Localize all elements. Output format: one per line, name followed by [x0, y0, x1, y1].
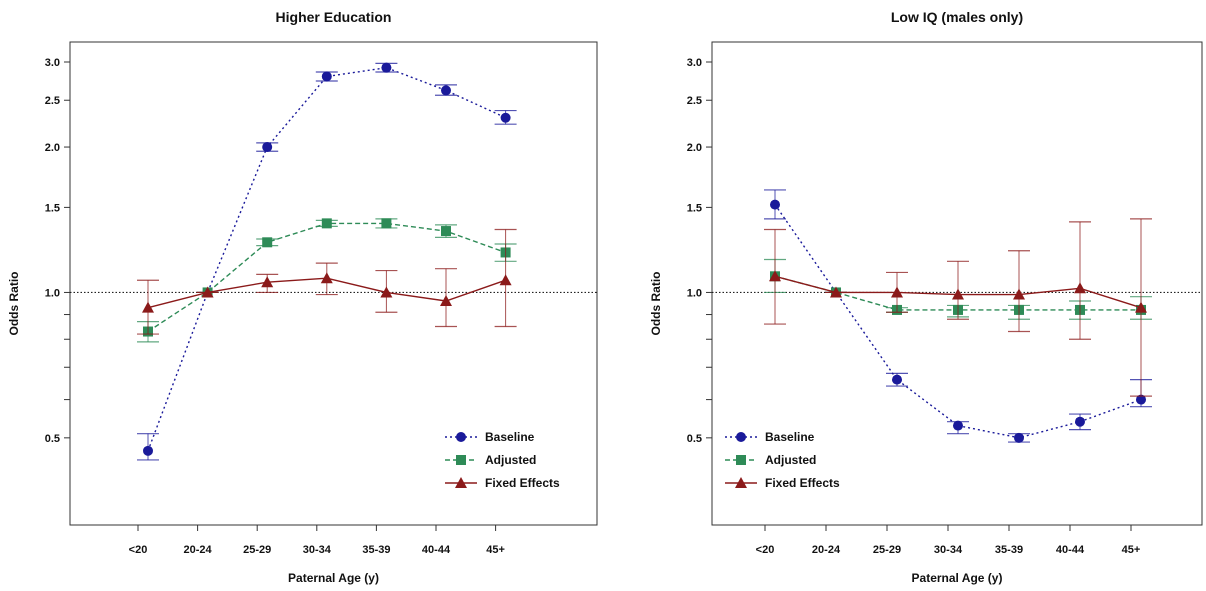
data-point	[770, 199, 780, 210]
x-tick-label: 30-34	[934, 544, 963, 556]
data-point	[201, 286, 214, 298]
x-tick-label: 40-44	[422, 544, 451, 556]
y-tick-label: 0.5	[45, 433, 60, 445]
y-tick-label: 2.0	[45, 142, 60, 154]
chart-panel-1: Higher Education Odds Ratio Paternal Age (…	[7, 9, 598, 585]
y-tick-label: 3.0	[687, 57, 702, 69]
legend-label: Baseline	[765, 430, 815, 444]
x-tick-label: 25-29	[873, 544, 901, 556]
x-tick-label: 35-39	[995, 544, 1023, 556]
legend-marker	[456, 455, 466, 465]
y-tick-label: 1.0	[687, 287, 702, 299]
legend-marker	[736, 432, 746, 442]
x-tick-label: 45+	[1122, 544, 1141, 556]
x-tick-label: <20	[756, 544, 775, 556]
plot-frame	[69, 41, 598, 526]
data-point	[769, 270, 781, 282]
legend-label: Adjusted	[765, 453, 816, 467]
y-tick-label: 2.5	[45, 95, 60, 107]
data-point	[1135, 301, 1147, 313]
y-tick-label: 2.0	[687, 142, 702, 154]
x-tick-label: 35-39	[362, 544, 390, 556]
legend-marker	[456, 432, 466, 442]
legend-item: Fixed Effects	[445, 476, 560, 490]
y-tick-label: 1.0	[45, 287, 60, 299]
x-tick-label: 30-34	[303, 544, 332, 556]
series-fixed-effects	[764, 218, 1152, 397]
data-point	[321, 71, 332, 82]
legend-item: Adjusted	[725, 453, 816, 467]
data-point	[321, 218, 332, 229]
data-point	[891, 286, 903, 298]
y-tick-label: 1.5	[45, 202, 60, 214]
data-point	[499, 274, 512, 286]
series-fixed-effects	[137, 228, 517, 335]
data-point	[261, 276, 274, 288]
data-point	[142, 301, 154, 313]
x-tick-label: <20	[129, 544, 148, 556]
x-tick-label: 20-24	[812, 544, 841, 556]
y-tick-label: 0.5	[687, 433, 702, 445]
y-axis-label: Odds Ratio	[7, 271, 21, 335]
y-tick-label: 3.0	[45, 57, 60, 69]
chart-title: Low IQ (males only)	[891, 9, 1023, 25]
legend-item: Adjusted	[445, 453, 536, 467]
data-point	[381, 62, 392, 73]
legend-item: Fixed Effects	[725, 476, 840, 490]
data-point	[1074, 282, 1086, 294]
data-point	[500, 112, 511, 123]
series-baseline	[137, 62, 517, 461]
data-point	[830, 286, 842, 298]
data-point	[320, 272, 333, 284]
legend-label: Adjusted	[485, 453, 536, 467]
data-point	[381, 218, 392, 229]
data-point	[892, 374, 902, 385]
data-point	[1013, 288, 1025, 300]
y-tick-label: 2.5	[687, 95, 702, 107]
data-point	[440, 295, 452, 307]
x-tick-label: 25-29	[243, 544, 271, 556]
data-point	[1136, 394, 1146, 405]
x-tick-label: 40-44	[1056, 544, 1085, 556]
data-point	[1075, 416, 1085, 427]
data-point	[262, 237, 273, 248]
chart-title: Higher Education	[276, 9, 392, 25]
y-tick-label: 1.5	[687, 202, 702, 214]
x-tick-label: 45+	[486, 544, 505, 556]
legend: Baseline Adjusted Fixed Effects	[725, 430, 840, 490]
data-point	[380, 286, 393, 298]
data-point	[953, 420, 963, 431]
data-point	[952, 288, 964, 300]
legend-label: Baseline	[485, 430, 535, 444]
chart-panel-2: Low IQ (males only) Odds Ratio Paternal Ag…	[649, 9, 1203, 585]
data-point	[1014, 432, 1024, 443]
series-line	[147, 66, 506, 452]
legend-marker	[455, 477, 467, 488]
data-point	[441, 85, 451, 96]
legend-item: Baseline	[445, 430, 535, 444]
legend-item: Baseline	[725, 430, 815, 444]
legend-marker	[736, 455, 746, 465]
x-axis-label: Paternal Age (y)	[912, 571, 1003, 585]
data-point	[143, 445, 153, 456]
x-tick-label: 20-24	[184, 544, 213, 556]
y-axis-label: Odds Ratio	[649, 271, 663, 335]
data-point	[441, 226, 451, 237]
legend-label: Fixed Effects	[485, 476, 560, 490]
legend: Baseline Adjusted Fixed Effects	[445, 430, 560, 490]
data-point	[262, 142, 273, 153]
legend-marker	[735, 477, 747, 488]
x-axis-label: Paternal Age (y)	[288, 571, 379, 585]
legend-label: Fixed Effects	[765, 476, 840, 490]
error-bar	[1069, 221, 1091, 340]
plot-frame	[711, 41, 1203, 526]
series-line	[774, 204, 1142, 439]
